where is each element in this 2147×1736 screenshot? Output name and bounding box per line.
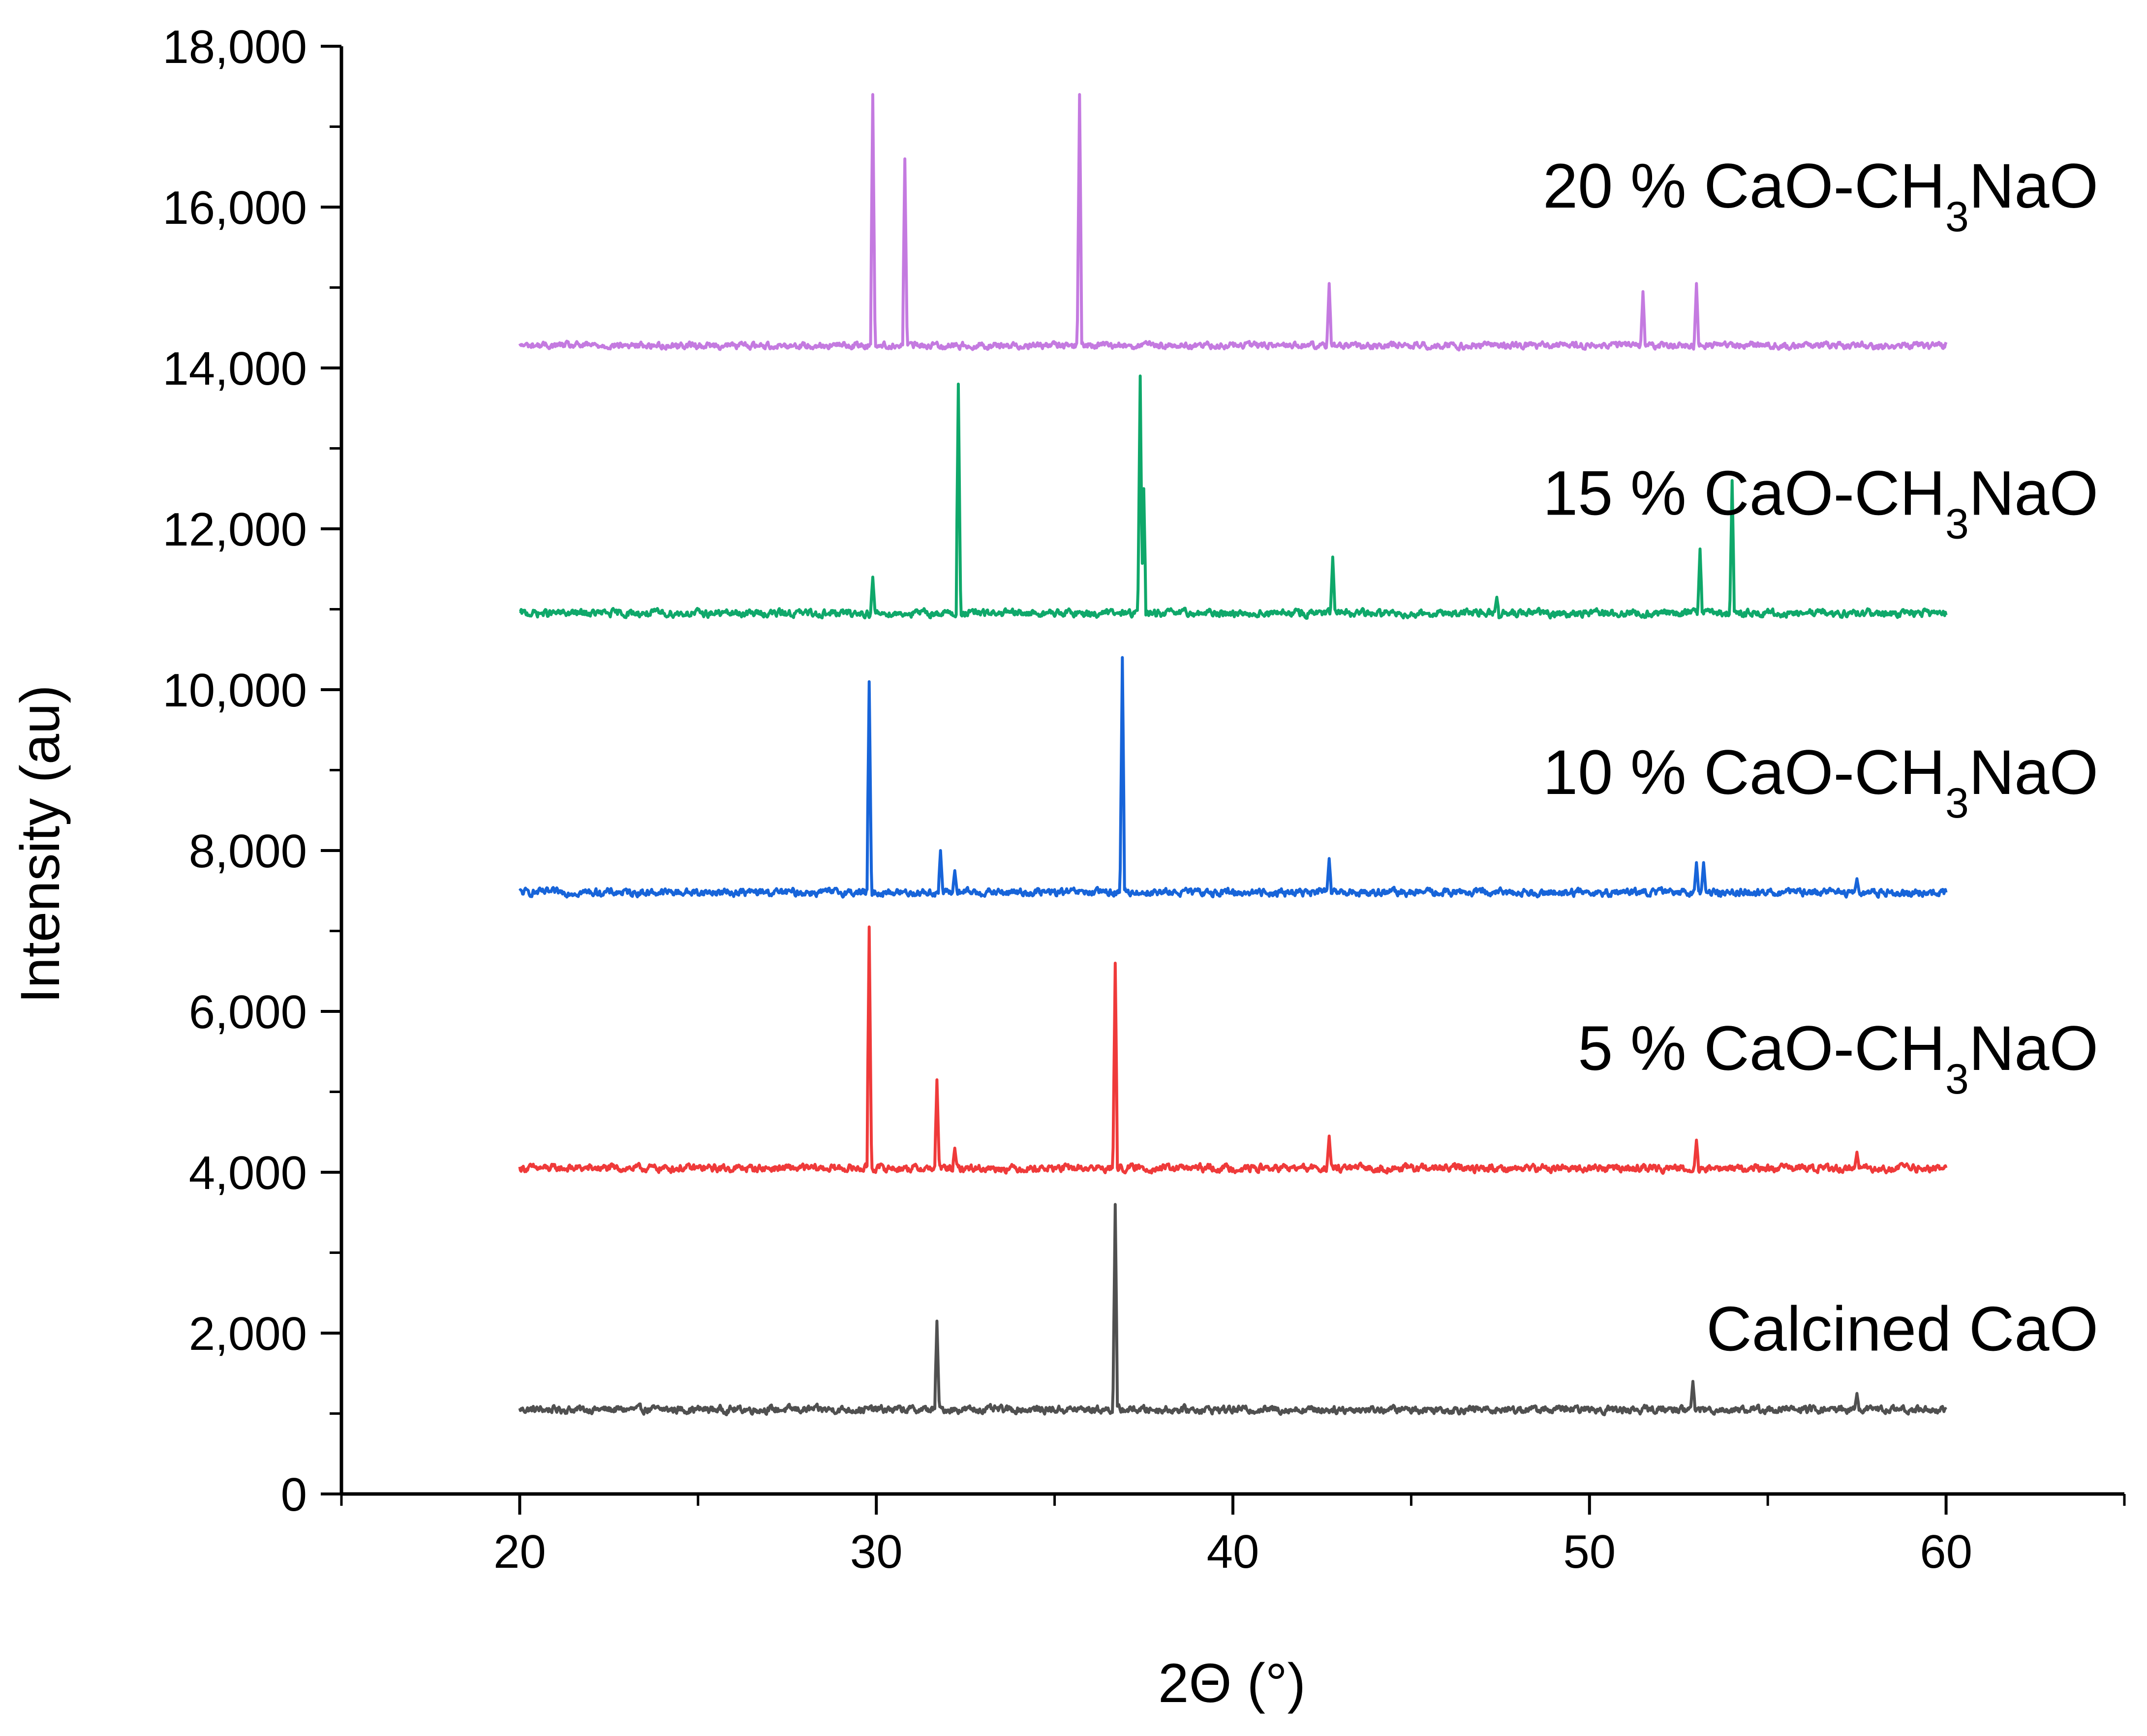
series-label-tail: NaO xyxy=(1969,1013,2098,1084)
y-tick-label: 10,000 xyxy=(162,664,307,717)
series-label-subscript: 3 xyxy=(1945,193,1969,241)
series-label-subscript: 3 xyxy=(1945,501,1969,548)
x-tick-label: 60 xyxy=(1920,1525,1972,1578)
y-tick-label: 12,000 xyxy=(162,503,307,556)
x-tick-label: 30 xyxy=(850,1525,903,1578)
y-tick-label: 18,000 xyxy=(162,21,307,73)
series-label-tail: NaO xyxy=(1969,151,2098,221)
series-label-tail: NaO xyxy=(1969,458,2098,529)
series-line xyxy=(518,1203,1947,1417)
series-label: Calcined CaO xyxy=(1706,1294,2098,1364)
y-tick-label: 16,000 xyxy=(162,182,307,234)
y-tick-label: 8,000 xyxy=(189,825,307,878)
y-tick-label: 14,000 xyxy=(162,342,307,395)
y-tick-label: 0 xyxy=(281,1468,307,1521)
y-tick-label: 4,000 xyxy=(189,1147,307,1199)
y-tick-label: 6,000 xyxy=(189,986,307,1038)
axes-layer: 0 2,000 4,000 6,000 8,000 10,000 12,000 14,000 1… xyxy=(162,21,2126,1578)
x-tick-label: 40 xyxy=(1207,1525,1259,1578)
series-line xyxy=(518,656,1948,899)
series-label-subscript: 3 xyxy=(1945,780,1969,827)
series-line xyxy=(518,93,1948,352)
series-label-subscript: 3 xyxy=(1945,1056,1969,1103)
series-line xyxy=(518,925,1948,1175)
y-tick-label: 2,000 xyxy=(189,1308,307,1360)
x-tick-label: 20 xyxy=(493,1525,546,1578)
x-tick-label: 50 xyxy=(1563,1525,1616,1578)
series-layer xyxy=(518,93,1948,1417)
series-label-tail: NaO xyxy=(1969,737,2098,808)
y-axis-title: Intensity (au) xyxy=(9,685,71,1003)
series-line xyxy=(519,374,1948,620)
x-axis-title: 2Θ (°) xyxy=(1158,1652,1306,1714)
